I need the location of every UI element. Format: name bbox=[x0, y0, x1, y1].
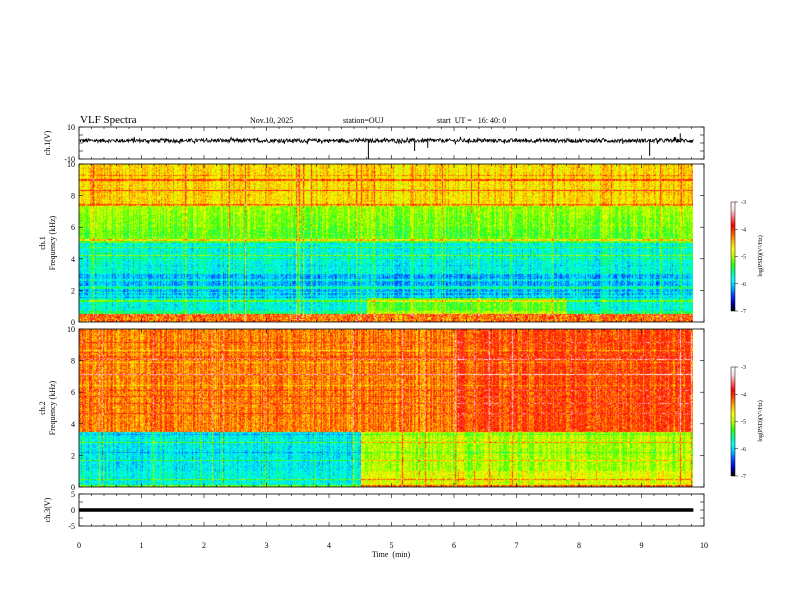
frequency-tick-label: 6 bbox=[71, 223, 75, 232]
colorbar-tick-label: -5 bbox=[741, 420, 746, 426]
frequency-tick-label: 4 bbox=[71, 255, 75, 264]
ch1-waveform-panel: 10 -10 ch.1(V) bbox=[43, 123, 705, 164]
ch1-spectrogram-ylabel-channel: ch.1 bbox=[38, 236, 47, 250]
ch1-colorbar: -3 -4 -5 -6 -7 log(PSD)(V²/Hz) bbox=[730, 200, 764, 315]
frequency-tick-label: 10 bbox=[67, 325, 75, 334]
ch1-spectrogram-panel: 0 2 4 6 8 10 ch.1 Frequency (kHz) bbox=[38, 160, 705, 327]
ch1-waveform-ylabel: ch.1(V) bbox=[43, 130, 52, 155]
frequency-tick-label: 8 bbox=[71, 192, 75, 201]
time-tick-label: 8 bbox=[577, 541, 581, 550]
figure-title: VLF Spectra bbox=[80, 114, 137, 126]
ch2-spectrogram-panel: 0 2 4 6 8 10 ch.2 Frequency (kHz) bbox=[38, 325, 705, 492]
ch2-colorbar-ticks: -3 -4 -5 -6 -7 bbox=[735, 365, 746, 480]
colorbar-tick-label: -4 bbox=[741, 392, 746, 398]
ch1-spikes bbox=[367, 133, 681, 159]
ch3-ytick-middle: 0 bbox=[71, 506, 75, 515]
time-tick-label: 9 bbox=[640, 541, 644, 550]
colorbar-tick-label: -7 bbox=[741, 474, 746, 480]
time-axis-ticks: 0 1 2 3 4 5 6 7 8 9 10 bbox=[77, 126, 708, 550]
ch2-spectrogram-ylabel-channel: ch.2 bbox=[38, 401, 47, 415]
ch1-colorbar-gradient bbox=[731, 202, 735, 311]
colorbar-tick-label: -6 bbox=[741, 447, 746, 453]
ch1-spectrogram-ylabel-frequency: Frequency (kHz) bbox=[48, 215, 57, 270]
ch3-waveform-band bbox=[79, 508, 694, 512]
frequency-tick-label: 2 bbox=[71, 451, 75, 460]
frequency-tick-label: 10 bbox=[67, 160, 75, 169]
ch2-colorbar: -3 -4 -5 -6 -7 log(PSD)(V²/Hz) bbox=[730, 365, 764, 480]
ch3-waveform-ylabel: ch.3(V) bbox=[43, 497, 52, 522]
colorbar-tick-label: -3 bbox=[741, 365, 746, 371]
frequency-tick-label: 6 bbox=[71, 388, 75, 397]
time-tick-label: 7 bbox=[515, 541, 519, 550]
colorbar-tick-label: -5 bbox=[741, 255, 746, 261]
time-tick-label: 1 bbox=[140, 541, 144, 550]
ch2-colorbar-gradient bbox=[731, 367, 735, 476]
ch2-colorbar-label: log(PSD)(V²/Hz) bbox=[757, 400, 764, 441]
ch1-ytick-bottom: -10 bbox=[64, 155, 75, 164]
time-tick-label: 10 bbox=[700, 541, 708, 550]
ch2-spectrogram-image bbox=[79, 329, 693, 487]
ch2-spectrogram-yticks: 0 2 4 6 8 10 bbox=[67, 325, 704, 492]
frequency-tick-label: 0 bbox=[71, 483, 75, 492]
ch3-ytick-top: 5 bbox=[71, 490, 75, 499]
ch1-colorbar-ticks: -3 -4 -5 -6 -7 bbox=[735, 200, 746, 315]
ch3-ytick-bottom: -5 bbox=[68, 522, 75, 531]
frequency-tick-label: 4 bbox=[71, 420, 75, 429]
frequency-tick-label: 8 bbox=[71, 357, 75, 366]
ch1-ytick-top: 10 bbox=[67, 123, 75, 132]
start-time-label: start UT = 16: 40: 0 bbox=[437, 116, 506, 125]
ch1-waveform-frame bbox=[78, 126, 705, 160]
ch1-spectrogram-image bbox=[79, 164, 693, 322]
colorbar-tick-label: -3 bbox=[741, 200, 746, 206]
colorbar-tick-label: -7 bbox=[741, 309, 746, 315]
frequency-tick-label: 2 bbox=[71, 286, 75, 295]
station-label: station=OUJ bbox=[343, 116, 384, 125]
ch1-spectrogram-yticks: 0 2 4 6 8 10 bbox=[67, 160, 704, 327]
date-label: Nov.10, 2025 bbox=[250, 116, 293, 125]
frequency-tick-label: 0 bbox=[71, 318, 75, 327]
colorbar-tick-label: -4 bbox=[741, 227, 746, 233]
ch1-waveform-line bbox=[78, 136, 694, 145]
time-tick-label: 0 bbox=[77, 541, 81, 550]
time-tick-label: 6 bbox=[452, 541, 456, 550]
time-axis-label: Time (min) bbox=[372, 550, 411, 559]
ch2-spectrogram-ylabel-frequency: Frequency (kHz) bbox=[48, 380, 57, 435]
time-tick-label: 3 bbox=[265, 541, 269, 550]
time-tick-label: 2 bbox=[202, 541, 206, 550]
time-tick-label: 5 bbox=[390, 541, 394, 550]
colorbar-tick-label: -6 bbox=[741, 282, 746, 288]
time-tick-label: 4 bbox=[327, 541, 331, 550]
ch1-colorbar-label: log(PSD)(V²/Hz) bbox=[757, 235, 764, 276]
ch3-waveform-panel: 5 0 -5 ch.3(V) bbox=[43, 490, 705, 531]
